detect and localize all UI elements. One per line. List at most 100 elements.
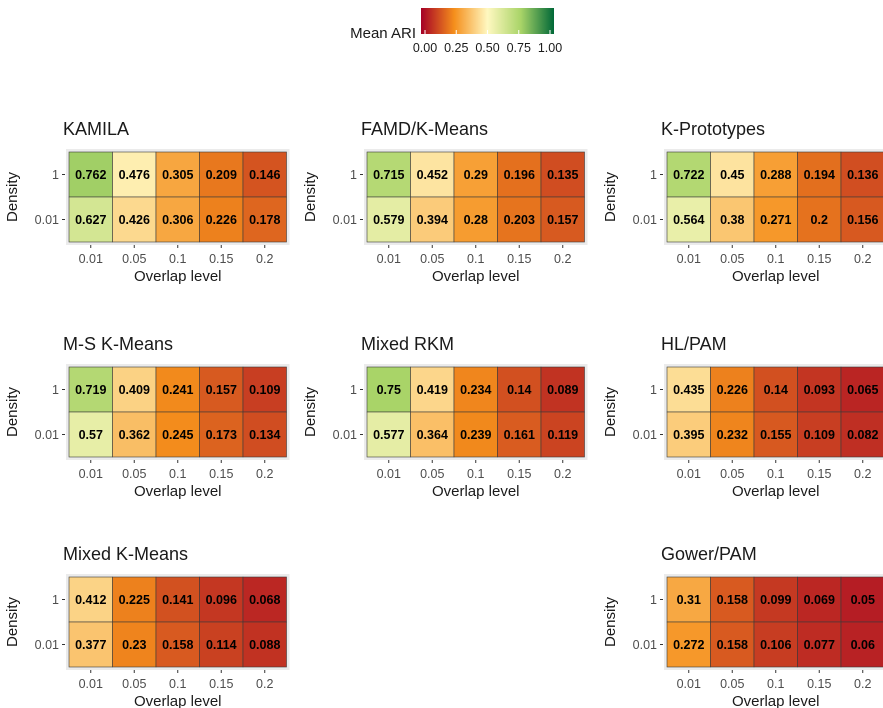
legend-tick-label: 0.25	[444, 41, 468, 55]
heatmap-panel: KAMILA 0.762 0.476 0.305 0.209 0.146 0.627 0.42…	[4, 119, 290, 285]
x-tick-label: 0.2	[554, 252, 571, 266]
panel-title: Mixed K-Means	[63, 544, 188, 564]
cell-value-label: 0.409	[119, 383, 150, 397]
x-tick-label: 0.15	[209, 467, 233, 481]
cell-value-label: 0.762	[75, 168, 106, 182]
heatmap-cell	[453, 411, 498, 458]
y-tick-label: 0.01	[35, 638, 59, 652]
cell-value-label: 0.157	[206, 383, 237, 397]
panel-title: K-Prototypes	[661, 119, 765, 139]
heatmap-cell	[112, 366, 157, 413]
y-tick-label: 0.01	[633, 213, 657, 227]
cell-value-label: 0.29	[464, 168, 488, 182]
cell-value-label: 0.136	[847, 168, 878, 182]
y-axis-title: Density	[602, 171, 619, 222]
cell-value-label: 0.452	[417, 168, 448, 182]
heatmap-cell	[497, 366, 542, 413]
x-tick-label: 0.01	[677, 252, 701, 266]
legend-tick-label: 0.50	[475, 41, 499, 55]
heatmap-cell	[112, 151, 157, 198]
cell-value-label: 0.05	[851, 593, 875, 607]
cell-value-label: 0.14	[507, 383, 531, 397]
y-tick-label: 1	[650, 168, 657, 182]
x-tick-label: 0.1	[467, 252, 484, 266]
cell-value-label: 0.239	[460, 428, 491, 442]
cell-value-label: 0.476	[119, 168, 150, 182]
heatmap-panel: K-Prototypes 0.722 0.45 0.288 0.194 0.136 0.56…	[602, 119, 883, 285]
heatmap-cell	[666, 411, 711, 458]
heatmap-panel: M-S K-Means 0.719 0.409 0.241 0.157 0.109 0.57…	[4, 334, 290, 500]
cell-value-label: 0.579	[373, 213, 404, 227]
panel-title: KAMILA	[63, 119, 129, 139]
cell-value-label: 0.245	[162, 428, 193, 442]
heatmap-cell	[710, 196, 755, 243]
cell-value-label: 0.38	[720, 213, 744, 227]
x-tick-label: 0.05	[720, 467, 744, 481]
x-tick-label: 0.01	[79, 252, 103, 266]
x-tick-label: 0.01	[377, 252, 401, 266]
y-axis-title: Density	[302, 171, 319, 222]
x-tick-label: 0.05	[720, 252, 744, 266]
cell-value-label: 0.089	[547, 383, 578, 397]
cell-value-label: 0.28	[464, 213, 488, 227]
cell-value-label: 0.394	[417, 213, 448, 227]
heatmap-cell	[155, 411, 200, 458]
cell-value-label: 0.161	[504, 428, 535, 442]
heatmap-cell	[666, 621, 711, 668]
color-legend: Mean ARI 0.00 0.25 0.50 0.75 1.00	[350, 8, 562, 55]
cell-value-label: 0.272	[673, 638, 704, 652]
heatmap-cell	[453, 366, 498, 413]
heatmap-cell	[666, 366, 711, 413]
legend-colorbar	[421, 8, 554, 34]
x-tick-label: 0.05	[420, 252, 444, 266]
cell-value-label: 0.288	[760, 168, 791, 182]
legend-tick-label: 0.00	[413, 41, 437, 55]
heatmap-cell	[199, 411, 244, 458]
heatmap-cell	[242, 576, 287, 623]
x-tick-label: 0.1	[767, 467, 784, 481]
y-axis-title: Density	[4, 596, 21, 647]
x-tick-label: 0.1	[767, 252, 784, 266]
heatmap-cell	[797, 366, 842, 413]
cell-value-label: 0.306	[162, 213, 193, 227]
y-tick-label: 0.01	[633, 428, 657, 442]
cell-value-label: 0.068	[249, 593, 280, 607]
cell-value-label: 0.395	[673, 428, 704, 442]
y-tick-label: 1	[52, 593, 59, 607]
cell-value-label: 0.225	[119, 593, 150, 607]
heatmap-panel: Gower/PAM 0.31 0.158 0.099 0.069 0.05 0.272 0.1…	[602, 544, 883, 708]
cell-value-label: 0.362	[119, 428, 150, 442]
heatmap-cell	[199, 151, 244, 198]
y-tick-label: 1	[52, 168, 59, 182]
heatmap-panel: HL/PAM 0.435 0.226 0.14 0.093 0.065 0.395 0.232…	[602, 334, 883, 500]
heatmap-cell	[410, 196, 455, 243]
legend-tick-label: 0.75	[507, 41, 531, 55]
x-tick-label: 0.2	[854, 467, 871, 481]
heatmap-cell	[540, 151, 585, 198]
cell-value-label: 0.146	[249, 168, 280, 182]
heatmap-cell	[453, 151, 498, 198]
cell-value-label: 0.31	[677, 593, 701, 607]
y-tick-label: 0.01	[633, 638, 657, 652]
heatmap-cell	[410, 366, 455, 413]
cell-value-label: 0.209	[206, 168, 237, 182]
cell-value-label: 0.14	[764, 383, 788, 397]
heatmap-cell	[68, 151, 113, 198]
cell-value-label: 0.412	[75, 593, 106, 607]
cell-value-label: 0.226	[206, 213, 237, 227]
x-axis-title: Overlap level	[732, 268, 820, 285]
cell-value-label: 0.109	[249, 383, 280, 397]
cell-value-label: 0.06	[851, 638, 875, 652]
panel-title: FAMD/K-Means	[361, 119, 488, 139]
panel-title: Mixed RKM	[361, 334, 454, 354]
heatmap-panel: Mixed K-Means 0.412 0.225 0.141 0.096 0.068 0.…	[4, 544, 290, 708]
heatmap-cell	[155, 366, 200, 413]
cell-value-label: 0.715	[373, 168, 404, 182]
heatmap-cell	[666, 196, 711, 243]
y-tick-label: 1	[52, 383, 59, 397]
cell-value-label: 0.134	[249, 428, 280, 442]
heatmap-cell	[840, 411, 883, 458]
x-tick-label: 0.15	[209, 677, 233, 691]
heatmap-cell	[797, 196, 842, 243]
cell-value-label: 0.065	[847, 383, 878, 397]
